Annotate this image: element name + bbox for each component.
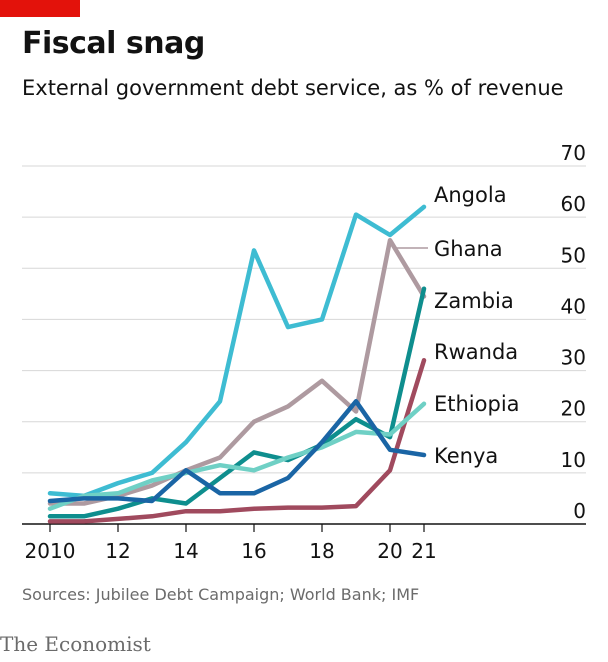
y-tick-label-10: 10 [561, 448, 586, 472]
x-tick-label-2021: 21 [411, 539, 436, 563]
brand-tab [0, 0, 80, 17]
y-tick-label-30: 30 [561, 346, 586, 370]
series-line-angola [47, 204, 427, 499]
series-label-ghana: Ghana [434, 237, 503, 261]
x-tick-label-2010: 2010 [25, 539, 76, 563]
source-note: Sources: Jubilee Debt Campaign; World Ba… [22, 585, 420, 604]
x-tick-label-2020: 20 [377, 539, 402, 563]
series-line-zambia [47, 286, 427, 519]
series-line-kenya [47, 399, 427, 504]
x-tick-label-2018: 18 [309, 539, 334, 563]
series-label-zambia: Zambia [434, 289, 514, 313]
x-tick-label-2016: 16 [241, 539, 266, 563]
y-tick-label-50: 50 [561, 243, 586, 267]
y-tick-label-70: 70 [561, 141, 586, 165]
x-tick-label-2014: 14 [173, 539, 198, 563]
y-tick-label-0: 0 [573, 499, 586, 523]
series-label-rwanda: Rwanda [434, 340, 518, 364]
chart-title: Fiscal snag [22, 26, 205, 61]
y-tick-label-40: 40 [561, 294, 586, 318]
series-line-ethiopia [47, 401, 427, 511]
y-tick-label-60: 60 [561, 192, 586, 216]
publisher-logo: The Economist [0, 632, 151, 656]
chart-subtitle: External government debt service, as % o… [22, 76, 564, 100]
series-label-ethiopia: Ethiopia [434, 392, 520, 416]
series-label-kenya: Kenya [434, 444, 498, 468]
y-tick-label-20: 20 [561, 397, 586, 421]
series-line-rwanda [47, 358, 427, 524]
x-tick-label-2012: 12 [105, 539, 130, 563]
series-label-angola: Angola [434, 183, 507, 207]
line-chart: 0 10 20 30 40 50 60 70 2010 12 14 16 18 20 21 Angola Gha… [22, 141, 586, 563]
